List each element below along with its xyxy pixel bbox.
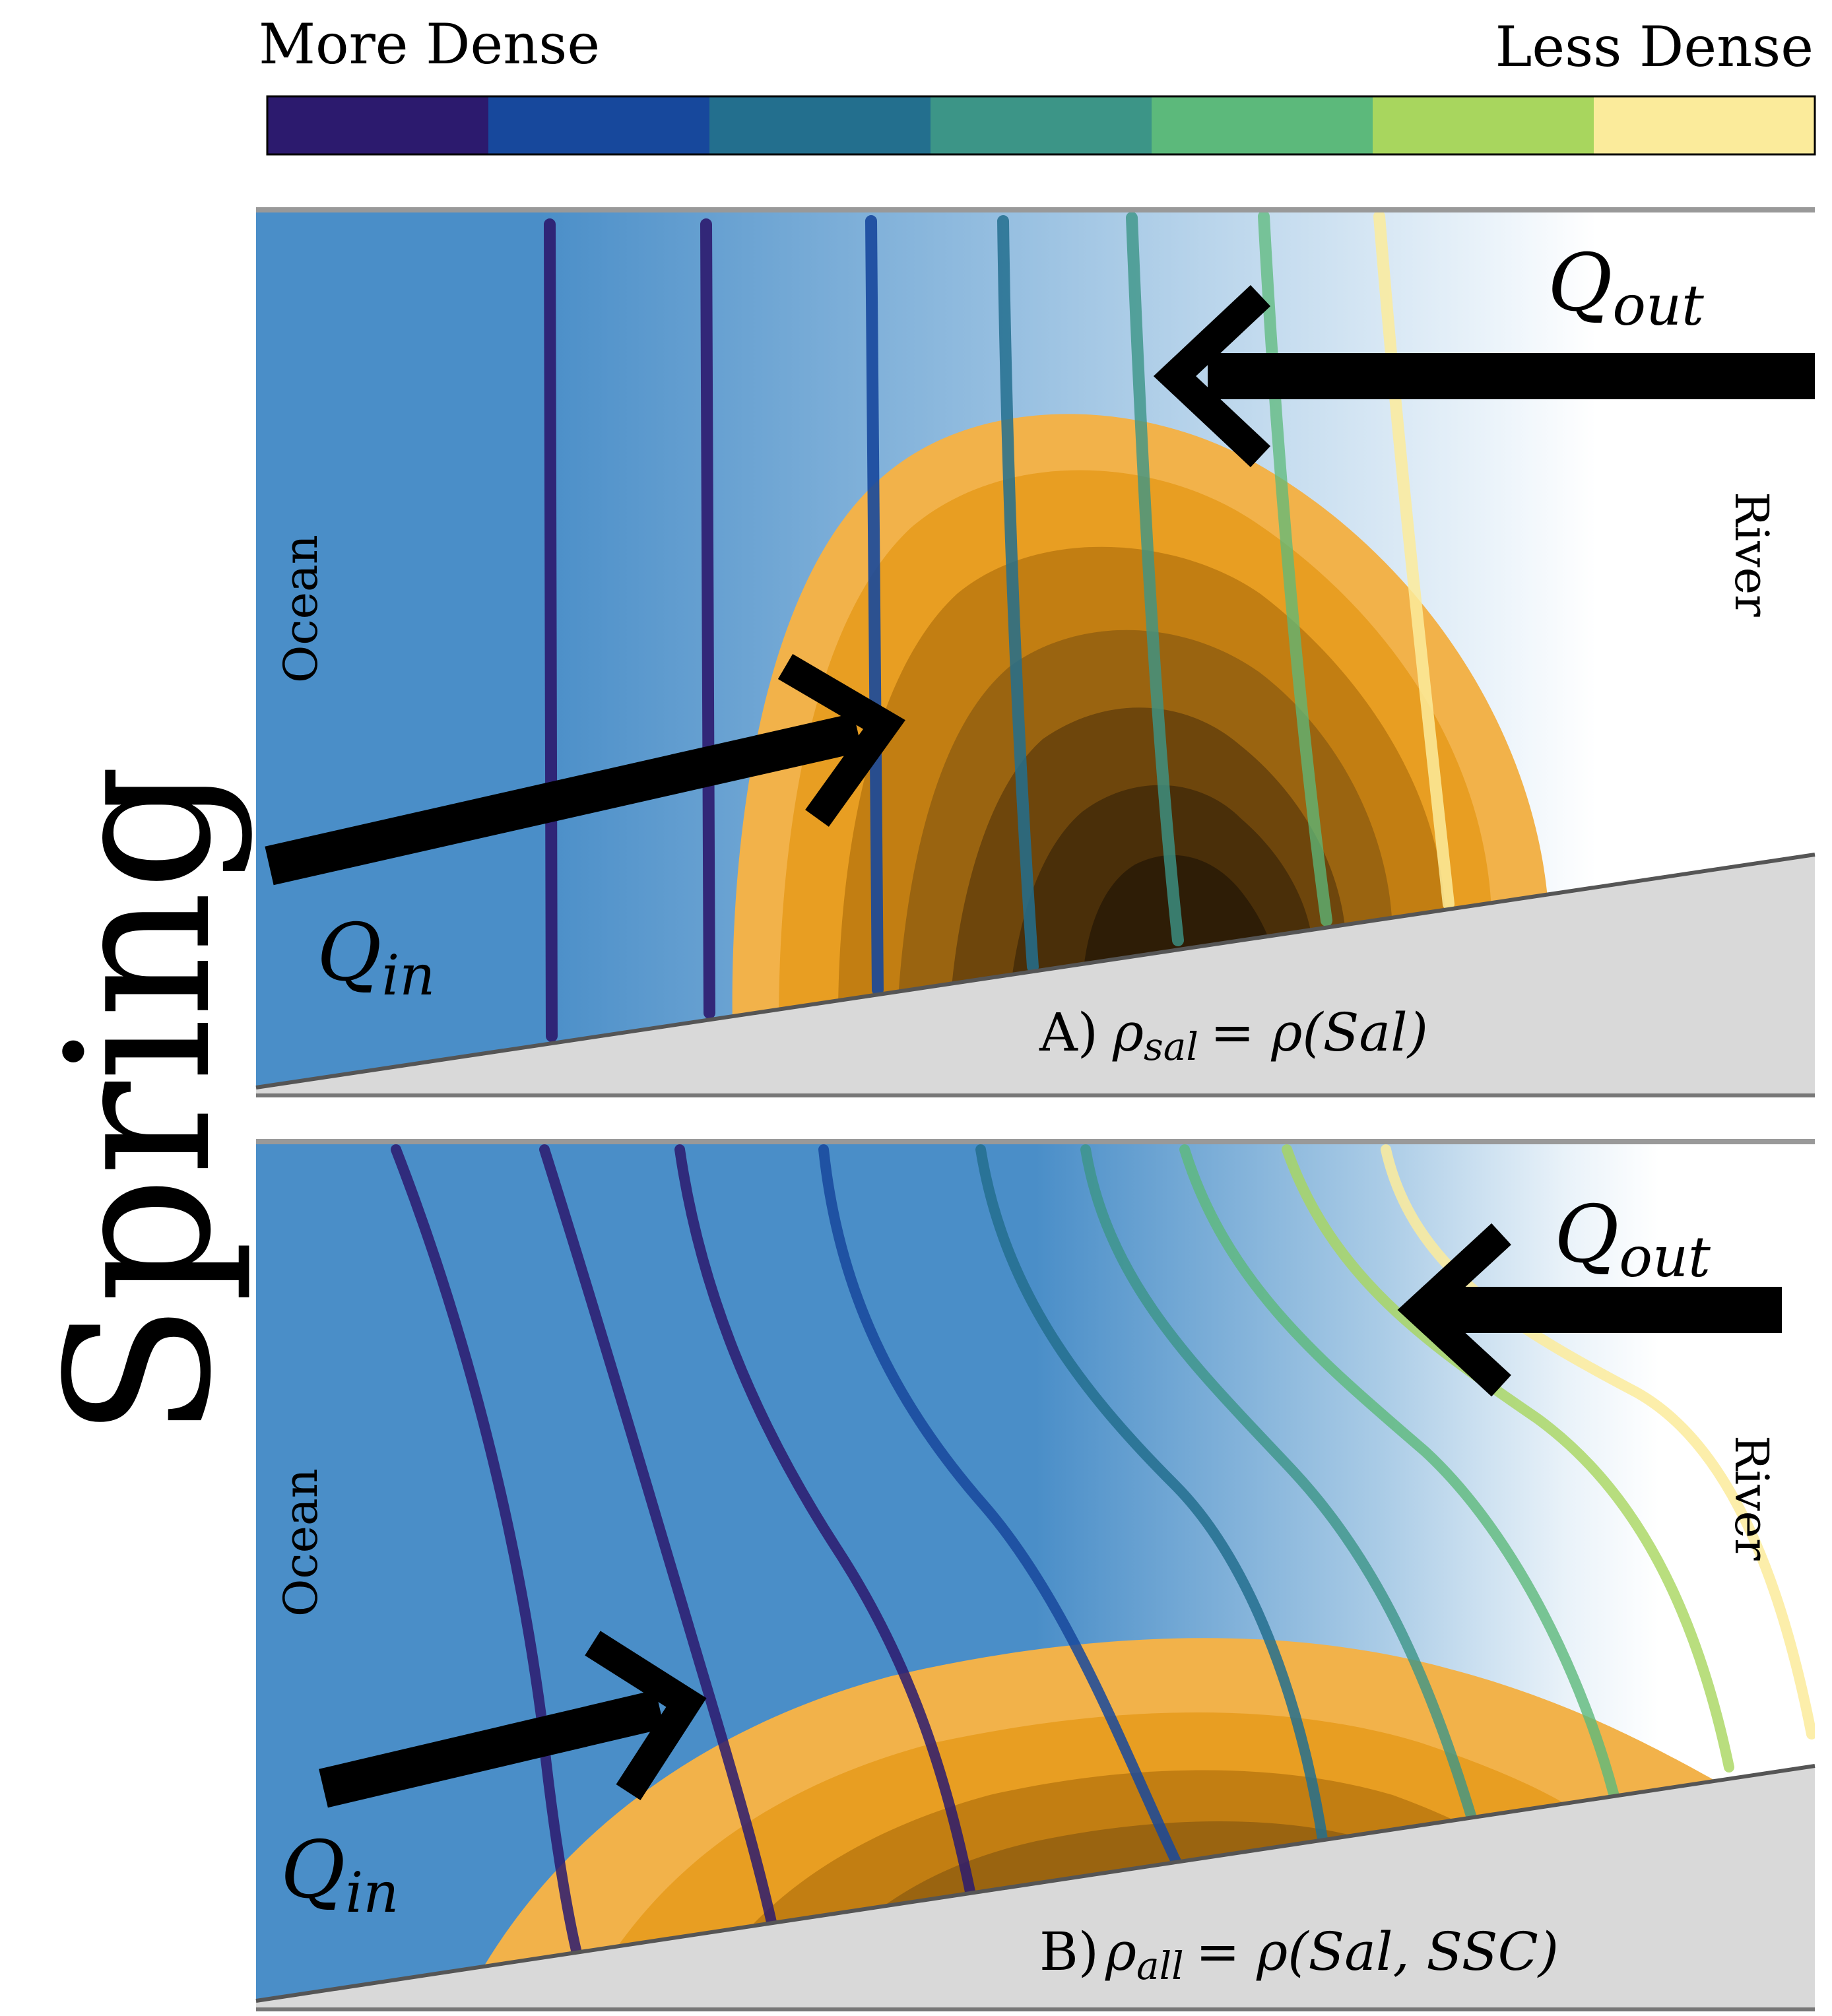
isopycnal-5 (1126, 212, 1184, 946)
panel-a-isopycnals (544, 211, 1455, 1042)
isopycnal-4 (997, 215, 1039, 973)
isopycnal-2 (700, 218, 715, 1019)
isopycnal-3 (674, 1144, 982, 1931)
panel-b-q-out-label: Qout (1554, 1189, 1711, 1289)
panel-b: Qin Qout Ocean River B) ρall = ρ(Sal, SSC) (255, 1139, 1816, 2011)
isopycnal-4 (818, 1144, 1196, 1898)
figure-title: Spring (24, 764, 255, 1439)
colorbar-right-label: Less Dense (1495, 15, 1814, 79)
isopycnal-6 (1258, 211, 1332, 927)
isopycnal-6 (1080, 1144, 1484, 1845)
isopycnal-5 (975, 1144, 1332, 1871)
isopycnal-1 (391, 1144, 589, 1984)
q-in-shaft (265, 713, 863, 886)
colorbar-cell-1 (267, 96, 489, 154)
isopycnal-8 (1282, 1144, 1734, 1772)
panel-b-isopycnals (391, 1144, 1815, 1984)
panel-a-q-out-arrow (1153, 284, 1815, 468)
colorbar-left-label: More Dense (259, 12, 600, 77)
panel-a-q-in-label: Qin (317, 907, 435, 1008)
colorbar-frame (266, 95, 1816, 156)
q-in-arrowhead (585, 1631, 707, 1800)
q-out-arrowhead (1397, 1223, 1511, 1397)
isopycnal-7 (1373, 211, 1455, 910)
panel-b-q-in-arrow (319, 1631, 707, 1808)
panel-a-bed-line (255, 853, 1816, 1089)
colorbar-cells (267, 96, 1816, 154)
panel-b-bed-line (255, 1764, 1816, 2003)
colorbar-cell-2 (488, 96, 710, 154)
panel-a-river-label: River (1724, 492, 1779, 617)
colorbar-cell-3 (709, 96, 931, 154)
panel-a-ocean-label: Ocean (274, 535, 328, 683)
panel-b-caption: B) ρall = ρ(Sal, SSC) (1039, 1921, 1559, 1988)
isopycnal-3 (865, 215, 884, 996)
panel-a-caption: A) ρsal = ρ(Sal) (1039, 1002, 1428, 1069)
panel-b-ocean-label: Ocean (274, 1468, 328, 1617)
isopycnal-2 (539, 1144, 784, 1962)
panel-a: Qin Qout Ocean River A) ρsal = ρ(Sal) (255, 207, 1816, 1097)
q-out-arrowhead (1153, 284, 1271, 468)
panel-a-q-in-arrow (265, 654, 905, 886)
panel-b-q-in-label: Qin (280, 1825, 399, 1925)
colorbar-cell-5 (1152, 96, 1373, 154)
panel-b-river-label: River (1724, 1435, 1779, 1561)
q-in-shaft (319, 1689, 665, 1808)
colorbar-cell-7 (1594, 96, 1816, 154)
isopycnal-9 (1381, 1144, 1815, 1740)
panel-b-q-out-arrow (1397, 1223, 1782, 1397)
panel-a-q-out-label: Qout (1548, 238, 1704, 338)
colorbar-cell-4 (931, 96, 1152, 154)
colorbar-cell-6 (1373, 96, 1594, 154)
panel-b-bed (256, 1766, 1815, 2009)
isopycnal-1 (544, 218, 558, 1042)
isopycnal-7 (1179, 1144, 1619, 1799)
q-in-arrowhead (777, 654, 905, 827)
density-colorbar: More Dense Less Dense (259, 12, 1816, 156)
